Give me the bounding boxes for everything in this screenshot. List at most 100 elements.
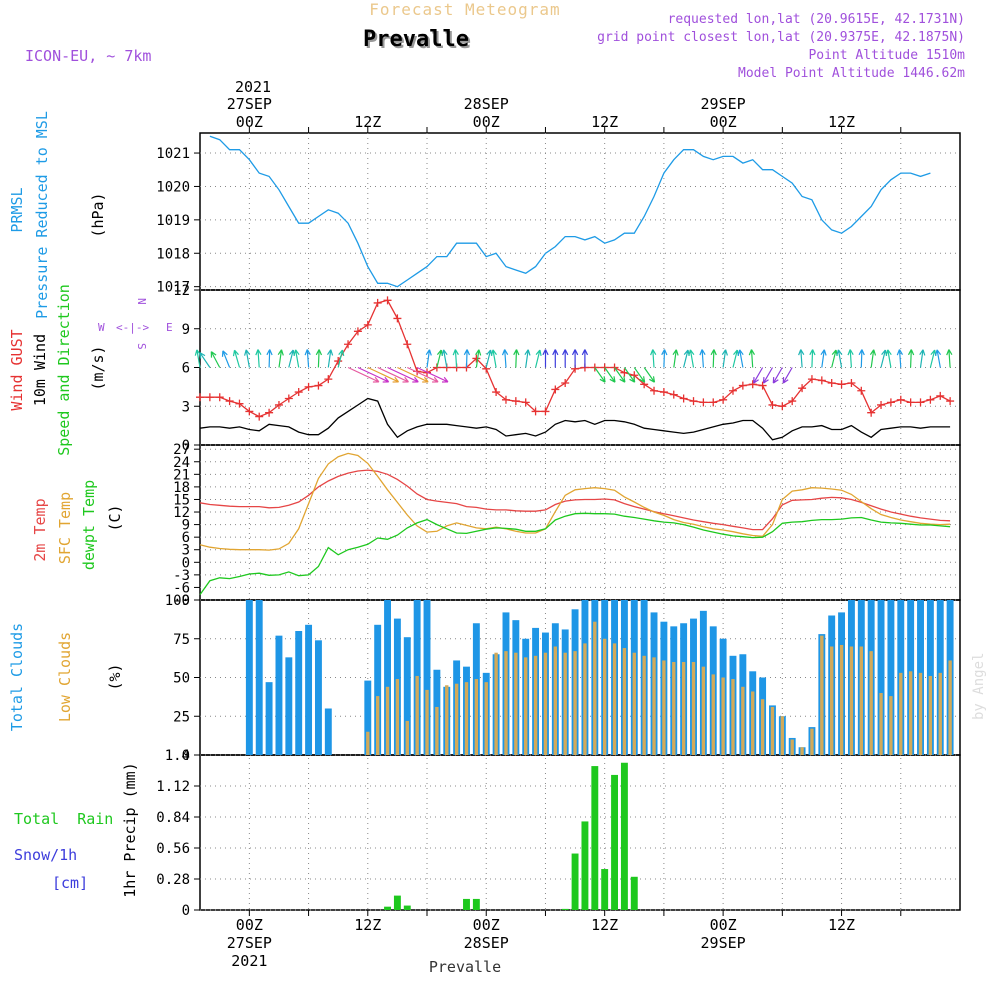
low-cloud-bar	[899, 672, 903, 755]
top-hour-label: 00Z	[710, 113, 737, 131]
low-cloud-bar	[612, 643, 617, 755]
wind-direction-arrow	[820, 349, 827, 368]
low-cloud-bar	[415, 675, 419, 755]
temp-tick-label: 0	[182, 555, 190, 571]
temp-tick-label: 21	[173, 467, 190, 483]
gust-marker	[531, 407, 540, 416]
clouds-tick-label: 50	[173, 671, 190, 687]
gust-marker	[798, 384, 807, 393]
gust-marker	[274, 400, 283, 409]
pressure-tick-label: 1018	[156, 246, 190, 262]
wind-direction-arrow	[542, 349, 549, 368]
low-cloud-bar	[701, 666, 706, 755]
wind-direction-arrow	[907, 349, 915, 368]
wind-direction-arrow	[485, 349, 493, 368]
gust-marker	[719, 395, 728, 404]
bottom-hour-label: 00Z	[236, 916, 263, 934]
wind-direction-arrow	[721, 349, 728, 368]
gust-marker	[906, 398, 915, 407]
gust-marker	[748, 380, 757, 389]
wind-dir-label: Speed and Direction	[55, 284, 73, 456]
wind-direction-arrow	[880, 349, 888, 368]
gust-marker	[235, 399, 244, 408]
pressure-msl-label: Pressure Reduced to MSL	[33, 111, 51, 319]
wind-direction-arrow	[266, 349, 273, 368]
wind-direction-arrow	[463, 349, 471, 368]
wind-direction-arrow	[347, 366, 380, 383]
wind-direction-arrow	[535, 349, 542, 368]
wind-direction-arrow	[604, 367, 616, 383]
gust-marker	[205, 393, 214, 402]
total-cloud-bar	[374, 624, 382, 755]
clouds-tick-label: 75	[173, 632, 190, 648]
snow-unit-label: [cm]	[52, 874, 88, 892]
low-cloud-bar	[454, 683, 459, 755]
station-title-shadow: Prevalle	[365, 29, 471, 54]
gust-marker	[353, 327, 362, 336]
gust-marker	[659, 388, 668, 397]
precip-tick-label: 0.56	[156, 841, 190, 857]
wind-direction-arrow	[255, 349, 262, 368]
wind-direction-arrow	[643, 367, 656, 383]
wind-direction-arrow	[772, 367, 783, 384]
wind-direction-arrow	[441, 349, 448, 368]
wind-direction-arrow	[672, 349, 679, 368]
wind-gust-label: Wind GUST	[8, 329, 26, 410]
total-cloud-bar	[364, 680, 372, 755]
top-year-label: 2021	[235, 78, 271, 96]
low-cloud-bar	[573, 651, 577, 755]
clouds-tick-label: 0	[182, 748, 190, 764]
gust-marker	[867, 408, 876, 417]
low-cloud-bar	[869, 651, 873, 755]
wind-direction-arrow	[524, 349, 531, 368]
gust-marker	[284, 394, 293, 403]
wind-direction-arrow	[199, 352, 211, 368]
gust-marker	[857, 386, 866, 395]
low-cloud-bar	[445, 685, 449, 755]
low-cloud-bar	[652, 657, 656, 755]
gust-marker	[304, 382, 313, 391]
gust-marker	[699, 398, 708, 407]
wind-direction-arrow	[919, 349, 926, 368]
gust-marker	[511, 397, 520, 406]
bottom-day-label: 28SEP	[464, 934, 509, 952]
wind-direction-arrow	[798, 349, 805, 368]
temp-tick-label: 18	[173, 480, 190, 496]
bottom-year-label: 2021	[231, 952, 267, 970]
chart-product-title: Forecast Meteogram	[369, 0, 560, 19]
low-cloud-bar	[474, 679, 479, 755]
wind-direction-arrow	[315, 349, 323, 368]
t2m-label: 2m Temp	[31, 498, 49, 561]
low-cloud-bar	[464, 682, 469, 755]
top-day-label: 28SEP	[464, 95, 509, 113]
gust-marker	[521, 398, 530, 407]
wind-labels: Wind GUST 10m Wind Speed and Direction (…	[8, 284, 173, 456]
low-cloud-bar	[425, 689, 429, 755]
low-cloud-bar	[760, 699, 765, 755]
pressure-labels: PRMSL Pressure Reduced to MSL (hPa)	[8, 111, 107, 319]
gust-marker	[551, 385, 560, 394]
gust-marker	[807, 375, 816, 384]
bottom-hour-label: 12Z	[591, 916, 618, 934]
gust-marker	[314, 381, 323, 390]
low-cloud-bar	[405, 720, 409, 755]
wind-direction-arrow	[416, 366, 449, 383]
snow-label: Snow/1h	[14, 846, 77, 864]
rain-bar	[463, 898, 470, 910]
sfc-line	[199, 452, 951, 551]
total-cloud-bar	[255, 600, 263, 755]
gust-marker	[837, 380, 846, 389]
gust-marker	[363, 320, 372, 329]
low-cloud-bar	[504, 651, 508, 755]
gust-marker	[679, 394, 688, 403]
gust-marker	[946, 397, 955, 406]
low-cloud-bar	[830, 646, 834, 755]
wind-unit: (m/s)	[89, 345, 107, 390]
total-clouds-label: Total Clouds	[8, 623, 26, 731]
gust-marker	[245, 407, 254, 416]
gust-marker	[196, 393, 204, 402]
low-cloud-bar	[622, 648, 627, 755]
top-day-label: 29SEP	[701, 95, 746, 113]
